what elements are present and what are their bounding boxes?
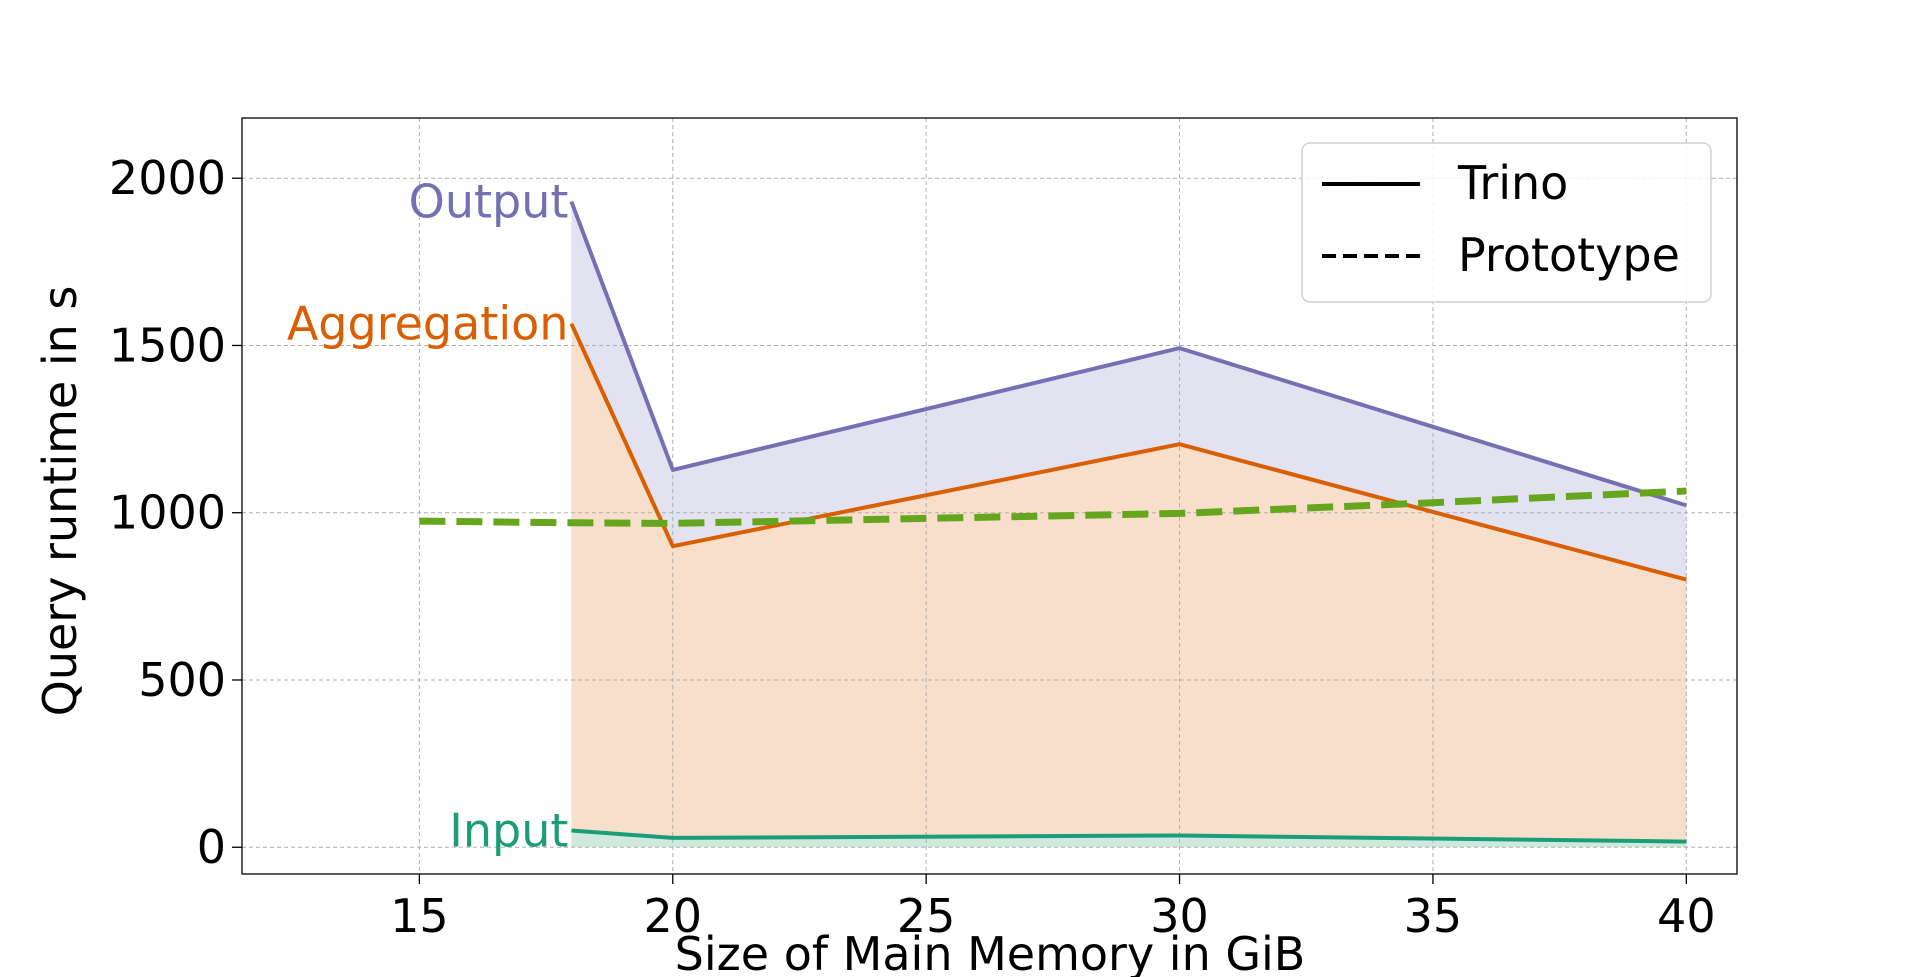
y-tick-label: 2000 bbox=[109, 151, 226, 205]
x-tick-label: 25 bbox=[897, 889, 956, 943]
series-labels: Input Aggregation Output bbox=[287, 175, 569, 858]
legend-label-trino: Trino bbox=[1457, 156, 1568, 210]
legend-label-prototype: Prototype bbox=[1458, 228, 1680, 282]
x-tick-label: 35 bbox=[1404, 889, 1463, 943]
y-tick-label: 0 bbox=[197, 820, 226, 874]
area-fill-aggregation bbox=[571, 323, 1687, 842]
series-label-aggregation: Aggregation bbox=[287, 297, 569, 351]
series-line-input bbox=[571, 828, 1687, 844]
x-tick-label: 20 bbox=[643, 889, 702, 943]
series-label-input: Input bbox=[449, 804, 568, 858]
series-lines bbox=[419, 200, 1687, 844]
series-label-output: Output bbox=[409, 175, 569, 229]
area-fill-input bbox=[571, 830, 1687, 848]
axis-ticks: 15 20 25 30 35 40 0 500 1000 1500 2000 bbox=[109, 151, 1716, 943]
x-axis-label: Size of Main Memory in GiB bbox=[675, 927, 1306, 977]
x-tick-label: 40 bbox=[1657, 889, 1716, 943]
series-line-aggregation bbox=[569, 322, 1687, 582]
series-line-output bbox=[569, 200, 1687, 508]
plot-frame bbox=[241, 117, 1738, 875]
y-tick-label: 1500 bbox=[109, 318, 226, 372]
x-tick-label: 30 bbox=[1150, 889, 1209, 943]
area-fills bbox=[571, 201, 1687, 848]
series-line-prototype bbox=[419, 487, 1687, 527]
y-tick-label: 1000 bbox=[109, 486, 226, 540]
x-tick-label: 15 bbox=[390, 889, 449, 943]
y-axis-label: Query runtime in s bbox=[33, 286, 87, 717]
y-tick-label: 500 bbox=[138, 653, 226, 707]
area-fill-output bbox=[571, 201, 1687, 580]
legend: Trino Prototype bbox=[1301, 142, 1712, 303]
